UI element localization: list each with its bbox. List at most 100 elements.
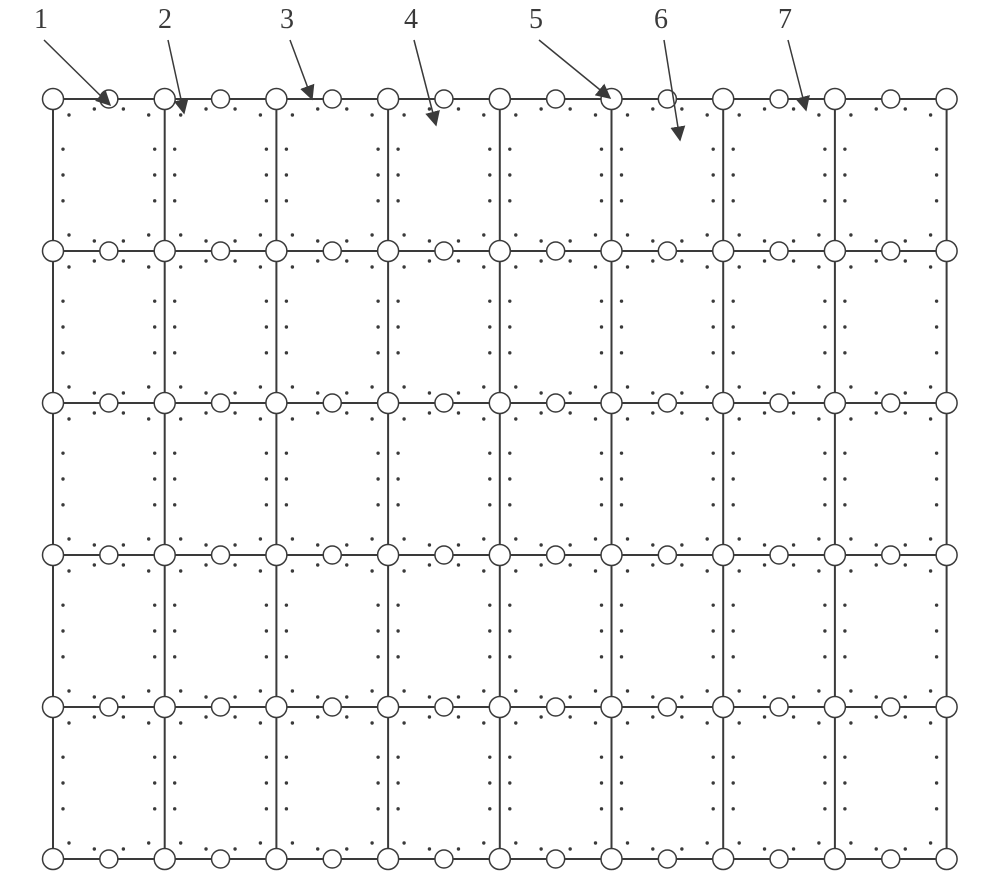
dot xyxy=(626,537,629,540)
dot xyxy=(706,721,709,724)
dot xyxy=(61,147,64,150)
dot xyxy=(67,233,70,236)
dot xyxy=(233,543,236,546)
dot xyxy=(345,695,348,698)
dot xyxy=(316,715,319,718)
dot xyxy=(291,537,294,540)
dot xyxy=(712,503,715,506)
dot xyxy=(93,239,96,242)
dot xyxy=(204,259,207,262)
dot xyxy=(457,847,460,850)
dot xyxy=(712,299,715,302)
dot xyxy=(904,239,907,242)
dot xyxy=(600,655,603,658)
dot xyxy=(712,807,715,810)
dot xyxy=(376,299,379,302)
dot xyxy=(620,629,623,632)
node-mid xyxy=(100,546,118,564)
node-corner xyxy=(601,89,622,110)
dot xyxy=(875,411,878,414)
dot xyxy=(285,629,288,632)
dot xyxy=(706,569,709,572)
dot xyxy=(61,351,64,354)
dot xyxy=(680,563,683,566)
dot xyxy=(153,325,156,328)
dot xyxy=(259,537,262,540)
node-corner xyxy=(154,697,175,718)
dot xyxy=(345,391,348,394)
dot xyxy=(147,417,150,420)
dot xyxy=(285,351,288,354)
dot xyxy=(396,173,399,176)
dot xyxy=(935,503,938,506)
dot xyxy=(402,113,405,116)
dot xyxy=(204,411,207,414)
dot xyxy=(370,841,373,844)
dot xyxy=(396,451,399,454)
dot xyxy=(265,503,268,506)
dot xyxy=(488,199,491,202)
dot xyxy=(67,569,70,572)
node-corner xyxy=(43,89,64,110)
dot xyxy=(823,147,826,150)
dot xyxy=(291,841,294,844)
dot xyxy=(147,537,150,540)
dot xyxy=(843,807,846,810)
dot xyxy=(233,411,236,414)
node-mid xyxy=(770,698,788,716)
dot xyxy=(849,233,852,236)
dot xyxy=(376,451,379,454)
dot xyxy=(153,503,156,506)
dot xyxy=(482,385,485,388)
dot xyxy=(875,563,878,566)
dot xyxy=(732,603,735,606)
dot xyxy=(402,385,405,388)
node-corner xyxy=(936,89,957,110)
dot xyxy=(929,841,932,844)
dot xyxy=(265,325,268,328)
dot xyxy=(345,259,348,262)
node-mid xyxy=(435,698,453,716)
dot xyxy=(402,417,405,420)
dot xyxy=(61,603,64,606)
callout-label: 7 xyxy=(778,4,792,35)
dot xyxy=(488,147,491,150)
node-mid xyxy=(100,698,118,716)
dot xyxy=(600,173,603,176)
dot xyxy=(122,411,125,414)
dot xyxy=(712,477,715,480)
dot xyxy=(67,417,70,420)
dot xyxy=(396,629,399,632)
node-corner xyxy=(601,545,622,566)
dot xyxy=(935,629,938,632)
dot xyxy=(259,265,262,268)
dot xyxy=(843,199,846,202)
dot xyxy=(712,755,715,758)
dot xyxy=(285,199,288,202)
node-mid xyxy=(323,90,341,108)
dot xyxy=(93,107,96,110)
dot xyxy=(514,569,517,572)
dot xyxy=(488,299,491,302)
dot xyxy=(179,385,182,388)
dot xyxy=(345,239,348,242)
dot xyxy=(763,391,766,394)
dot xyxy=(763,239,766,242)
dot xyxy=(732,173,735,176)
dot xyxy=(823,603,826,606)
dot xyxy=(179,689,182,692)
dot xyxy=(488,629,491,632)
dot xyxy=(594,233,597,236)
dot xyxy=(285,755,288,758)
dot xyxy=(539,715,542,718)
dot xyxy=(147,689,150,692)
dot xyxy=(61,477,64,480)
dot xyxy=(594,721,597,724)
dot xyxy=(539,391,542,394)
node-mid xyxy=(882,698,900,716)
node-corner xyxy=(378,393,399,414)
dot xyxy=(620,807,623,810)
node-corner xyxy=(489,241,510,262)
dot xyxy=(457,107,460,110)
dot xyxy=(396,807,399,810)
